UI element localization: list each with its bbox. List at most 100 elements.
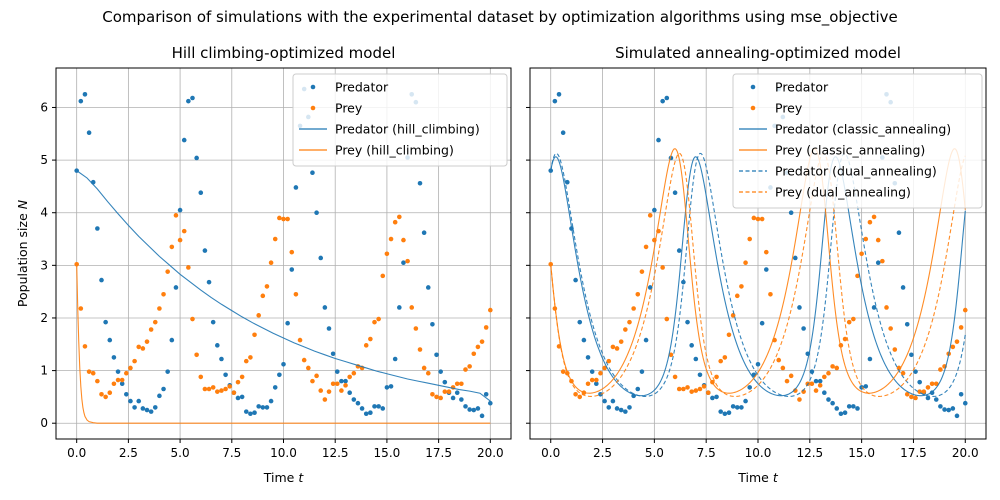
predator-point: [623, 409, 628, 414]
prey-point: [330, 381, 336, 387]
prey-point: [421, 365, 427, 371]
predator-point: [697, 372, 703, 378]
prey-point: [784, 378, 790, 384]
prey-point: [351, 370, 357, 376]
predator-point: [334, 369, 340, 374]
predator-point: [610, 398, 616, 404]
prey-point: [904, 391, 910, 397]
predator-point: [248, 411, 253, 417]
prey-point: [705, 390, 711, 395]
x-tick-label: 15.0: [374, 446, 401, 460]
prey-point: [260, 293, 266, 299]
predator-point: [635, 386, 641, 392]
prey-point: [289, 249, 295, 255]
prey-point: [475, 344, 481, 350]
predator-point: [289, 267, 295, 272]
prey-point: [140, 346, 146, 351]
prey-point: [714, 374, 719, 380]
prey-point: [152, 319, 158, 325]
predator-point: [755, 361, 761, 367]
predator-point: [954, 413, 960, 419]
predator-point: [326, 326, 332, 331]
predator-point: [797, 305, 802, 310]
prey-point: [446, 389, 452, 394]
predator-point: [846, 404, 852, 409]
predator-point: [380, 406, 386, 411]
prey-point: [726, 332, 732, 338]
prey-point: [768, 291, 773, 297]
prey-point: [372, 319, 377, 325]
prey-point: [900, 370, 906, 376]
predator-point: [722, 411, 728, 417]
predator-point: [639, 369, 645, 374]
prey-point: [438, 395, 443, 401]
prey-point: [202, 386, 208, 392]
prey-point: [594, 377, 599, 383]
predator-point: [384, 385, 390, 390]
predator-point: [264, 405, 270, 410]
predator-point: [268, 398, 274, 404]
y-tick-label: 3: [40, 258, 48, 272]
x-tick-label: 2.5: [119, 446, 138, 460]
predator-hill-climbing-line: [76, 170, 491, 402]
x-tick-label: 10.0: [270, 446, 297, 460]
predator-point: [347, 390, 352, 395]
predator-point: [339, 378, 344, 384]
prey-point: [454, 381, 460, 387]
prey-point: [909, 394, 914, 400]
prey-point: [855, 273, 860, 279]
x-tick-label: 20.0: [952, 446, 979, 460]
x-tick-label: 10.0: [745, 446, 772, 460]
predator-point: [552, 98, 558, 104]
prey-point: [867, 219, 873, 225]
predator-point: [206, 279, 212, 285]
predator-point: [434, 352, 439, 358]
y-tick-label: 5: [40, 153, 48, 167]
prey-point: [676, 386, 682, 392]
predator-point: [689, 343, 694, 348]
legend-item-predator: Predator: [750, 80, 829, 95]
prey-point: [954, 339, 960, 344]
prey-point: [780, 365, 786, 371]
predator-point: [136, 398, 142, 404]
legend-item-predator: Predator: [310, 80, 389, 95]
prey-point: [78, 306, 84, 311]
x-tick-label: 7.5: [697, 446, 716, 460]
predator-point: [169, 337, 175, 343]
prey-point: [409, 305, 415, 310]
predator-point: [198, 190, 204, 196]
predator-point: [573, 277, 578, 283]
predator-point: [577, 319, 583, 325]
predator-classic-annealing-line: [550, 156, 966, 397]
predator-dual-annealing-line: [550, 152, 966, 397]
predator-point: [788, 210, 794, 216]
predator-point: [310, 170, 315, 176]
simulated-annealing-panel: Simulated annealing-optimized model 0.0 2…: [526, 44, 987, 485]
predator-point: [293, 185, 299, 190]
prey-point: [397, 214, 402, 220]
prey-point: [925, 385, 931, 390]
prey-point: [459, 381, 464, 387]
predator-point: [277, 372, 282, 378]
x-tick-label: 17.5: [900, 446, 927, 460]
prey-point: [215, 389, 220, 394]
predator-point: [243, 409, 249, 414]
figure-suptitle: Comparison of simulations with the exper…: [102, 8, 898, 27]
predator-point: [614, 406, 620, 411]
predator-point: [676, 248, 682, 253]
prey-point: [809, 381, 815, 387]
prey-point: [82, 344, 88, 349]
predator-point: [813, 378, 819, 384]
prey-point: [834, 365, 840, 371]
predator-point: [223, 372, 228, 378]
prey-point: [264, 284, 270, 289]
prey-point: [186, 265, 191, 270]
predator-point: [177, 207, 183, 213]
predator-point: [793, 255, 798, 261]
prey-point: [74, 261, 79, 267]
legend-label: Prey (hill_climbing): [335, 143, 454, 158]
predator-point: [194, 155, 199, 161]
prey-point: [863, 236, 869, 242]
prey-point: [739, 284, 744, 289]
prey-point: [401, 237, 406, 243]
